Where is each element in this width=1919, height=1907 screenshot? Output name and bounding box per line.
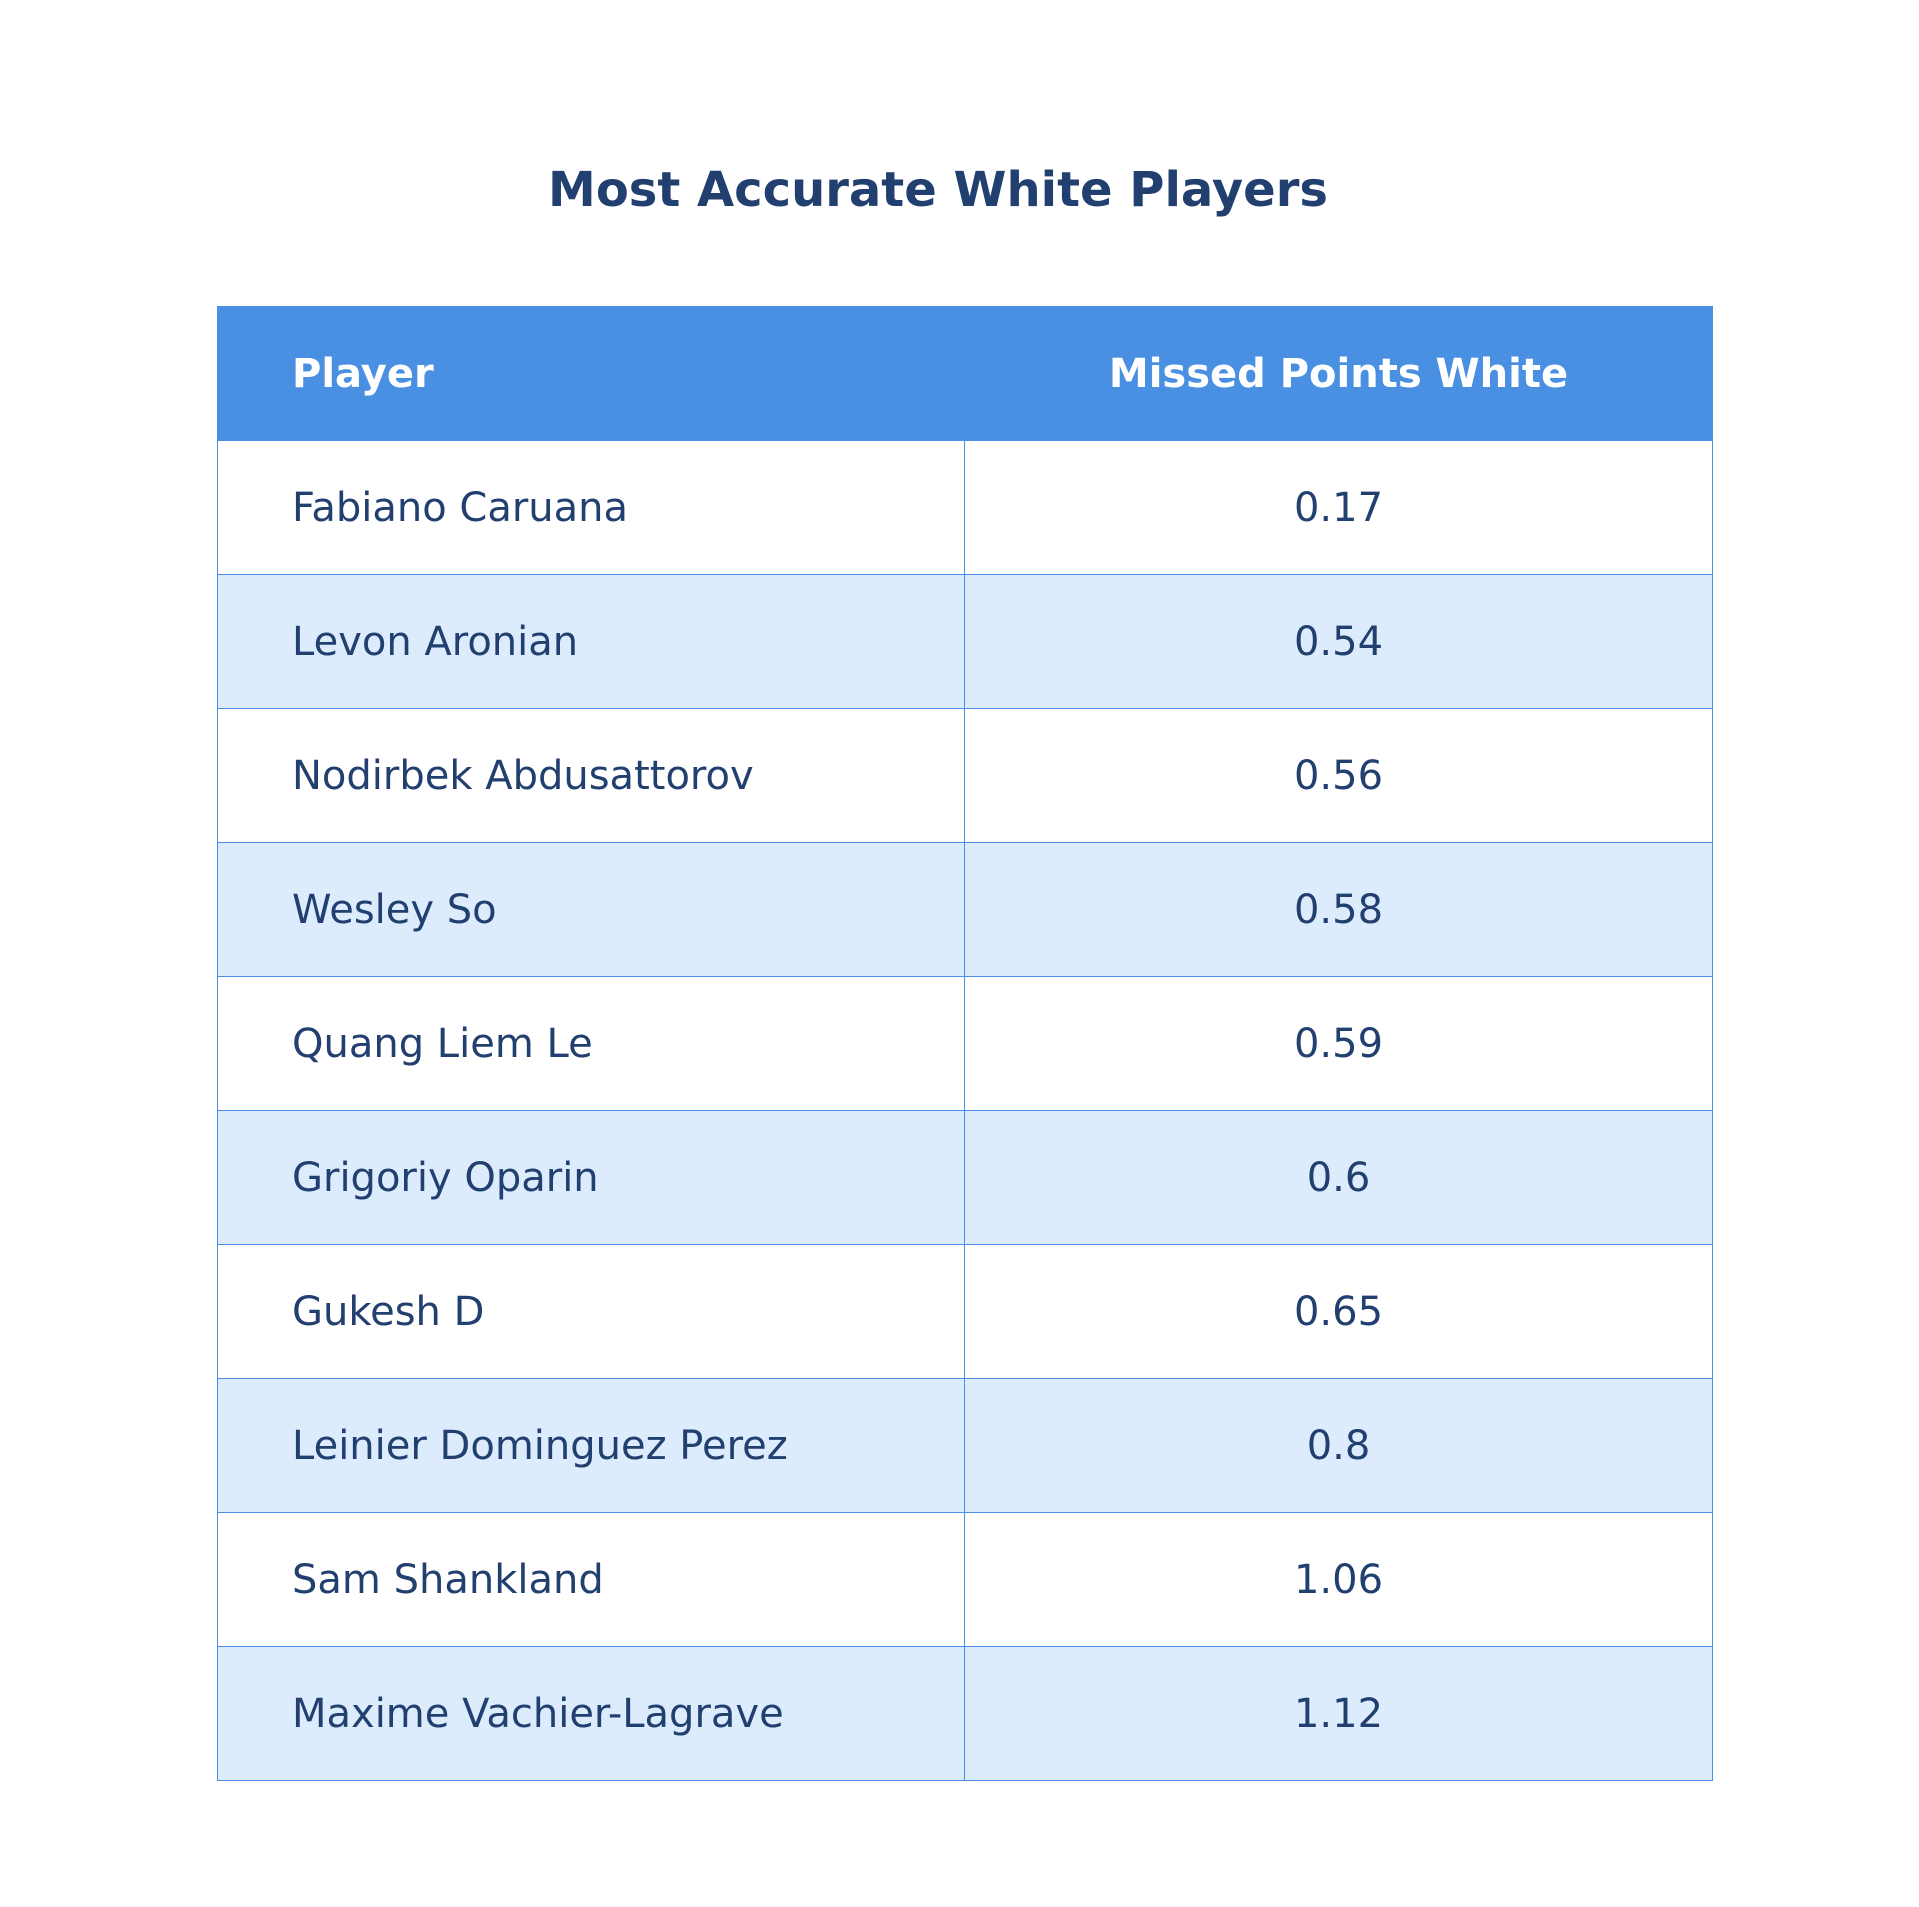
player-cell: Grigoriy Oparin <box>217 1110 965 1245</box>
player-cell: Wesley So <box>217 842 965 977</box>
missed-points-cell: 0.58 <box>964 842 1713 977</box>
missed-points-cell: 1.12 <box>964 1646 1713 1781</box>
table-header-row: Player Missed Points White <box>217 306 1713 441</box>
player-cell: Quang Liem Le <box>217 976 965 1111</box>
missed-points-cell: 0.54 <box>964 574 1713 709</box>
missed-points-cell: 0.8 <box>964 1378 1713 1513</box>
column-header-player: Player <box>217 306 965 441</box>
missed-points-cell: 1.06 <box>964 1512 1713 1647</box>
player-cell: Levon Aronian <box>217 574 965 709</box>
table-row: Leinier Dominguez Perez 0.8 <box>217 1378 1713 1513</box>
players-table: Player Missed Points White Fabiano Carua… <box>217 306 1713 1781</box>
table-row: Sam Shankland 1.06 <box>217 1512 1713 1647</box>
player-cell: Leinier Dominguez Perez <box>217 1378 965 1513</box>
missed-points-cell: 0.65 <box>964 1244 1713 1379</box>
player-cell: Maxime Vachier-Lagrave <box>217 1646 965 1781</box>
table-row: Levon Aronian 0.54 <box>217 574 1713 709</box>
missed-points-cell: 0.6 <box>964 1110 1713 1245</box>
table-row: Gukesh D 0.65 <box>217 1244 1713 1379</box>
table-title: Most Accurate White Players <box>548 162 1328 218</box>
player-cell: Sam Shankland <box>217 1512 965 1647</box>
table-body: Fabiano Caruana 0.17 Levon Aronian 0.54 … <box>217 440 1713 1781</box>
missed-points-cell: 0.59 <box>964 976 1713 1111</box>
table-row: Quang Liem Le 0.59 <box>217 976 1713 1111</box>
table-row: Nodirbek Abdusattorov 0.56 <box>217 708 1713 843</box>
player-cell: Nodirbek Abdusattorov <box>217 708 965 843</box>
table-row: Fabiano Caruana 0.17 <box>217 440 1713 575</box>
missed-points-cell: 0.56 <box>964 708 1713 843</box>
table-row: Grigoriy Oparin 0.6 <box>217 1110 1713 1245</box>
table-row: Maxime Vachier-Lagrave 1.12 <box>217 1646 1713 1781</box>
player-cell: Fabiano Caruana <box>217 440 965 575</box>
table-row: Wesley So 0.58 <box>217 842 1713 977</box>
column-header-missed-points-white: Missed Points White <box>964 306 1713 441</box>
player-cell: Gukesh D <box>217 1244 965 1379</box>
missed-points-cell: 0.17 <box>964 440 1713 575</box>
